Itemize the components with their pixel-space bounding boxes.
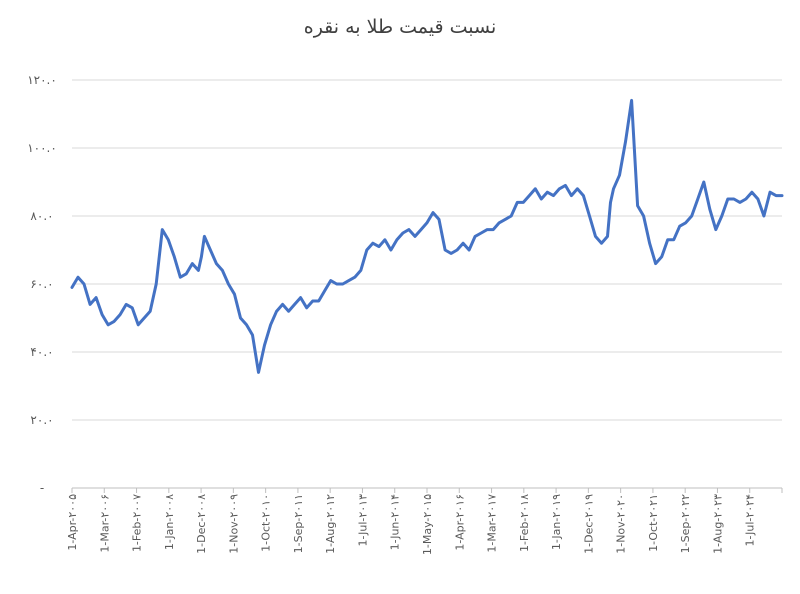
y-tick-label: ۶۰.۰ xyxy=(30,277,53,291)
x-tick-label: 1-Dec-۲۰۰۸ xyxy=(195,494,208,554)
x-tick-label: 1-Jul-۲۰۲۴ xyxy=(744,494,757,547)
x-tick-label: 1-Nov-۲۰۰۹ xyxy=(227,494,240,554)
x-tick-label: 1-Aug-۲۰۱۲ xyxy=(324,494,337,554)
x-tick-label: 1-May-۲۰۱۵ xyxy=(421,494,434,555)
x-tick-label: 1-Apr-۲۰۰۵ xyxy=(66,494,79,551)
x-tick-label: 1-Oct-۲۰۱۰ xyxy=(260,494,273,552)
x-tick-label: 1-Sep-۲۰۱۱ xyxy=(292,494,305,553)
y-tick-label: - xyxy=(40,481,44,495)
chart-title: نسبت قیمت طلا به نقره xyxy=(303,16,497,38)
x-tick-label: 1-Jan-۲۰۰۸ xyxy=(163,494,176,550)
x-tick-label: 1-Apr-۲۰۱۶ xyxy=(453,494,466,551)
x-tick-label: 1-Feb-۲۰۱۸ xyxy=(518,494,531,552)
x-tick-label: 1-Jan-۲۰۱۹ xyxy=(550,494,563,550)
x-tick-label: 1-Jul-۲۰۱۳ xyxy=(356,494,369,547)
x-tick-label: 1-Feb-۲۰۰۷ xyxy=(131,494,144,552)
x-tick-label: 1-Mar-۲۰۰۶ xyxy=(98,494,111,553)
y-tick-label: ۲۰.۰ xyxy=(30,413,53,427)
series-line xyxy=(70,98,784,374)
x-tick-label: 1-Oct-۲۰۲۱ xyxy=(647,494,660,552)
x-tick-label: 1-Dec-۲۰۱۹ xyxy=(582,494,595,554)
x-tick-label: 1-Aug-۲۰۲۳ xyxy=(711,494,724,554)
x-tick-label: 1-Jun-۲۰۱۴ xyxy=(389,494,402,550)
x-tick-label: 1-Mar-۲۰۱۷ xyxy=(486,494,499,553)
y-tick-label: ۱۰۰.۰ xyxy=(27,141,57,155)
y-tick-label: ۸۰.۰ xyxy=(30,209,53,223)
x-tick-label: 1-Sep-۲۰۲۲ xyxy=(679,494,692,553)
y-tick-label: ۱۲۰.۰ xyxy=(27,73,57,87)
y-tick-label: ۴۰.۰ xyxy=(30,345,53,359)
x-tick-label: 1-Nov-۲۰۲۰ xyxy=(615,494,628,554)
